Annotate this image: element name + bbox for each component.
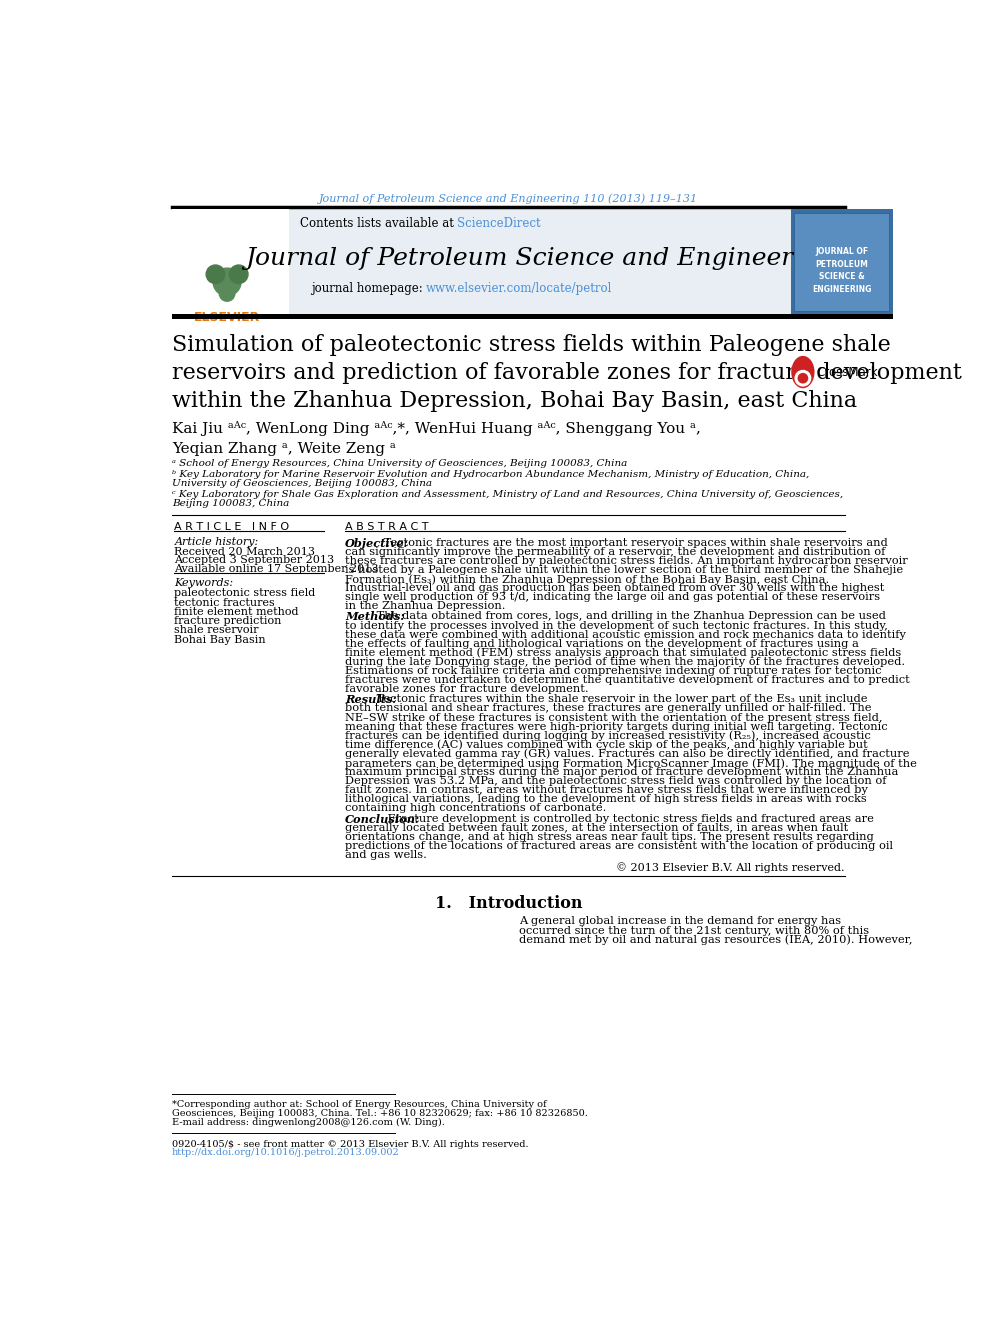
Circle shape (796, 370, 810, 386)
Text: generally elevated gamma ray (GR) values. Fractures can also be directly identif: generally elevated gamma ray (GR) values… (345, 749, 910, 759)
Text: CrossMark: CrossMark (816, 365, 879, 378)
Text: time difference (AC) values combined with cycle skip of the peaks, and highly va: time difference (AC) values combined wit… (345, 740, 868, 750)
Text: Geosciences, Beijing 100083, China. Tel.: +86 10 82320629; fax: +86 10 82326850.: Geosciences, Beijing 100083, China. Tel.… (172, 1109, 588, 1118)
Text: these data were combined with additional acoustic emission and rock mechanics da: these data were combined with additional… (345, 630, 906, 639)
Text: Bohai Bay Basin: Bohai Bay Basin (175, 635, 266, 644)
Text: parameters can be determined using Formation MicroScanner Image (FMI). The magni: parameters can be determined using Forma… (345, 758, 917, 769)
Text: Yeqian Zhang ᵃ, Weite Zeng ᵃ: Yeqian Zhang ᵃ, Weite Zeng ᵃ (172, 442, 396, 456)
Circle shape (219, 286, 235, 302)
Text: ᵇ Key Laboratory for Marine Reservoir Evolution and Hydrocarbon Abundance Mechan: ᵇ Key Laboratory for Marine Reservoir Ev… (172, 470, 809, 479)
Text: Simulation of paleotectonic stress fields within Paleogene shale: Simulation of paleotectonic stress field… (172, 335, 891, 356)
Text: fractures can be identified during logging by increased resistivity (R₂₅), incre: fractures can be identified during loggi… (345, 730, 871, 741)
Text: during the late Dongying stage, the period of time when the majority of the frac: during the late Dongying stage, the peri… (345, 658, 905, 667)
Text: A R T I C L E   I N F O: A R T I C L E I N F O (175, 523, 290, 532)
Text: the effects of faulting and lithological variations on the development of fractu: the effects of faulting and lithological… (345, 639, 859, 648)
Bar (225, 286, 228, 302)
Text: Accepted 3 September 2013: Accepted 3 September 2013 (175, 556, 334, 565)
Text: Methods:: Methods: (345, 611, 405, 622)
Text: can significantly improve the permeability of a reservoir, the development and d: can significantly improve the permeabili… (345, 546, 885, 557)
Text: these fractures are controlled by paleotectonic stress fields. An important hydr: these fractures are controlled by paleot… (345, 556, 908, 566)
Text: favorable zones for fracture development.: favorable zones for fracture development… (345, 684, 588, 695)
Text: Estimations of rock failure criteria and comprehensive indexing of rupture rates: Estimations of rock failure criteria and… (345, 665, 881, 676)
Text: paleotectonic stress field: paleotectonic stress field (175, 589, 315, 598)
Text: Results:: Results: (345, 695, 397, 705)
Text: meaning that these fractures were high-priority targets during initial well targ: meaning that these fractures were high-p… (345, 721, 888, 732)
Text: predictions of the locations of fractured areas are consistent with the location: predictions of the locations of fracture… (345, 841, 893, 851)
Text: Contents lists available at: Contents lists available at (300, 217, 457, 229)
Text: finite element method: finite element method (175, 607, 299, 617)
Text: ScienceDirect: ScienceDirect (457, 217, 541, 229)
Text: Keywords:: Keywords: (175, 578, 233, 589)
Text: A B S T R A C T: A B S T R A C T (345, 523, 429, 532)
Text: shale reservoir: shale reservoir (175, 626, 259, 635)
Text: Tectonic fractures within the shale reservoir in the lower part of the Es₃ unit : Tectonic fractures within the shale rese… (373, 695, 868, 704)
Text: generally located between fault zones, at the intersection of faults, in areas w: generally located between fault zones, a… (345, 823, 848, 832)
Text: occurred since the turn of the 21st century, with 80% of this: occurred since the turn of the 21st cent… (519, 926, 869, 935)
Text: fault zones. In contrast, areas without fractures have stress fields that were i: fault zones. In contrast, areas without … (345, 786, 868, 795)
Text: Industrial-level oil and gas production has been obtained from over 30 wells wit: Industrial-level oil and gas production … (345, 583, 884, 593)
Text: both tensional and shear fractures, these fractures are generally unfilled or ha: both tensional and shear fractures, thes… (345, 704, 871, 713)
Text: Objective:: Objective: (345, 537, 409, 549)
Text: University of Geosciences, Beijing 100083, China: University of Geosciences, Beijing 10008… (172, 479, 433, 488)
Text: demand met by oil and natural gas resources (IEA, 2010). However,: demand met by oil and natural gas resour… (519, 934, 913, 945)
Text: in the Zhanhua Depression.: in the Zhanhua Depression. (345, 601, 505, 611)
Text: maximum principal stress during the major period of fracture development within : maximum principal stress during the majo… (345, 767, 898, 777)
Text: www.elsevier.com/locate/petrol: www.elsevier.com/locate/petrol (427, 282, 613, 295)
Text: ᵃ School of Energy Resources, China University of Geosciences, Beijing 100083, C: ᵃ School of Energy Resources, China Univ… (172, 459, 627, 468)
Text: Tectonic fractures are the most important reservoir spaces within shale reservoi: Tectonic fractures are the most importan… (380, 537, 888, 548)
Bar (289, 209, 791, 316)
Text: 1.   Introduction: 1. Introduction (434, 894, 582, 912)
Circle shape (213, 269, 241, 296)
Text: The data obtained from cores, logs, and drilling in the Zhanhua Depression can b: The data obtained from cores, logs, and … (373, 611, 886, 622)
Text: is hosted by a Paleogene shale unit within the lower section of the third member: is hosted by a Paleogene shale unit with… (345, 565, 903, 576)
Text: Formation (Es₃) within the Zhanhua Depression of the Bohai Bay Basin, east China: Formation (Es₃) within the Zhanhua Depre… (345, 574, 829, 585)
Bar (795, 213, 889, 311)
Text: lithological variations, leading to the development of high stress fields in are: lithological variations, leading to the … (345, 794, 867, 804)
Circle shape (229, 265, 248, 283)
Text: ᶜ Key Laboratory for Shale Gas Exploration and Assessment, Ministry of Land and : ᶜ Key Laboratory for Shale Gas Explorati… (172, 490, 843, 499)
Text: *Corresponding author at: School of Energy Resources, China University of: *Corresponding author at: School of Ener… (172, 1101, 547, 1110)
Text: journal homepage:: journal homepage: (310, 282, 427, 295)
Text: Received 20 March 2013: Received 20 March 2013 (175, 546, 315, 557)
Text: Depression was 53.2 MPa, and the paleotectonic stress field was controlled by th: Depression was 53.2 MPa, and the paleote… (345, 777, 887, 786)
Text: http://dx.doi.org/10.1016/j.petrol.2013.09.002: http://dx.doi.org/10.1016/j.petrol.2013.… (172, 1148, 400, 1158)
Text: NE–SW strike of these fractures is consistent with the orientation of the presen: NE–SW strike of these fractures is consi… (345, 713, 882, 722)
Text: Available online 17 September 2013: Available online 17 September 2013 (175, 564, 379, 574)
Text: single well production of 93 t/d, indicating the large oil and gas potential of : single well production of 93 t/d, indica… (345, 593, 880, 602)
Text: Article history:: Article history: (175, 537, 259, 546)
Text: tectonic fractures: tectonic fractures (175, 598, 275, 607)
Text: containing high concentrations of carbonate.: containing high concentrations of carbon… (345, 803, 606, 814)
Text: fracture prediction: fracture prediction (175, 617, 282, 626)
Text: Conclusion:: Conclusion: (345, 814, 421, 824)
Text: JOURNAL OF
PETROLEUM
SCIENCE &
ENGINEERING: JOURNAL OF PETROLEUM SCIENCE & ENGINEERI… (812, 247, 871, 294)
Circle shape (206, 265, 225, 283)
Text: © 2013 Elsevier B.V. All rights reserved.: © 2013 Elsevier B.V. All rights reserved… (616, 863, 845, 873)
Text: A general global increase in the demand for energy has: A general global increase in the demand … (519, 917, 841, 926)
Ellipse shape (792, 356, 814, 388)
Text: fractures were undertaken to determine the quantitative development of fractures: fractures were undertaken to determine t… (345, 675, 910, 685)
Text: finite element method (FEM) stress analysis approach that simulated paleotectoni: finite element method (FEM) stress analy… (345, 648, 901, 659)
Text: reservoirs and prediction of favorable zones for fracture development: reservoirs and prediction of favorable z… (172, 363, 962, 384)
Text: within the Zhanhua Depression, Bohai Bay Basin, east China: within the Zhanhua Depression, Bohai Bay… (172, 390, 857, 411)
Text: Beijing 100083, China: Beijing 100083, China (172, 499, 290, 508)
Text: E-mail address: dingwenlong2008@126.com (W. Ding).: E-mail address: dingwenlong2008@126.com … (172, 1118, 445, 1127)
Text: ELSEVIER: ELSEVIER (194, 311, 260, 324)
Text: 0920-4105/$ - see front matter © 2013 Elsevier B.V. All rights reserved.: 0920-4105/$ - see front matter © 2013 El… (172, 1139, 529, 1148)
Bar (172, 315, 893, 319)
Text: Fracture development is controlled by tectonic stress fields and fractured areas: Fracture development is controlled by te… (384, 814, 874, 824)
Bar (172, 209, 289, 316)
Bar (791, 209, 893, 316)
Text: Kai Jiu ᵃᴬᶜ, WenLong Ding ᵃᴬᶜ,*, WenHui Huang ᵃᴬᶜ, Shenggang You ᵃ,: Kai Jiu ᵃᴬᶜ, WenLong Ding ᵃᴬᶜ,*, WenHui … (172, 421, 701, 435)
Text: and gas wells.: and gas wells. (345, 849, 427, 860)
Text: Journal of Petroleum Science and Engineering 110 (2013) 119–131: Journal of Petroleum Science and Enginee… (318, 193, 698, 204)
Text: Journal of Petroleum Science and Engineering: Journal of Petroleum Science and Enginee… (245, 247, 833, 270)
Circle shape (799, 373, 807, 382)
Text: to identify the processes involved in the development of such tectonic fractures: to identify the processes involved in th… (345, 620, 888, 631)
Text: orientations change, and at high stress areas near fault tips. The present resul: orientations change, and at high stress … (345, 832, 874, 841)
